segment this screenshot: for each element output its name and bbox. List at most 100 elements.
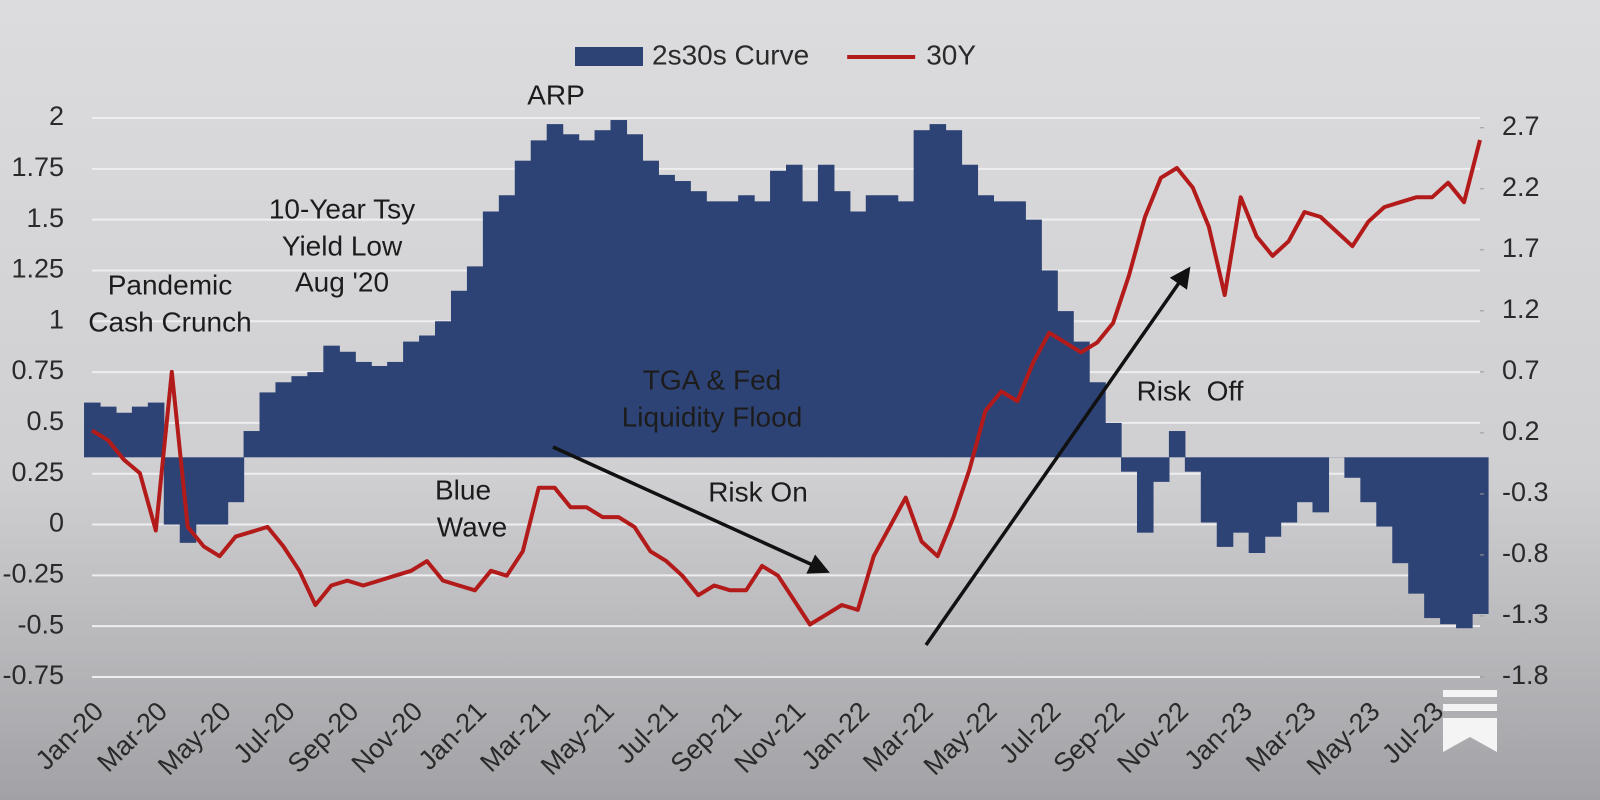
y-tick-label: -0.75 [2, 660, 64, 690]
y2-tick-label: 1.2 [1502, 294, 1540, 324]
bar [466, 266, 484, 458]
bar [1009, 201, 1026, 458]
bar [339, 351, 356, 458]
annotation: 10-Year Tsy [269, 193, 415, 224]
bar [1025, 219, 1042, 458]
annotation: Risk Off [1137, 375, 1244, 406]
annotation: Risk On [708, 476, 808, 507]
bar [1152, 457, 1170, 482]
bar [1248, 457, 1266, 554]
bar [243, 431, 261, 458]
bar [323, 345, 340, 458]
y2-tick-label: -1.3 [1502, 599, 1549, 629]
annotation: Cash Crunch [88, 306, 251, 337]
bar [1200, 457, 1218, 523]
bar [642, 160, 659, 458]
bar [961, 164, 979, 458]
bar [387, 361, 404, 458]
bar [355, 361, 372, 458]
y2-tick-label: -0.3 [1502, 477, 1549, 507]
bar [690, 191, 707, 458]
y-tick-label: 0.75 [11, 355, 64, 385]
y2-tick-label: -0.8 [1502, 538, 1549, 568]
bar [754, 201, 771, 458]
bar [1232, 457, 1250, 533]
y2-tick-label: -1.8 [1502, 660, 1549, 690]
bar [993, 201, 1010, 458]
y2-tick-label: 2.2 [1502, 172, 1540, 202]
y-tick-label: -0.5 [17, 609, 64, 639]
y2-tick-label: 0.2 [1502, 416, 1540, 446]
bar [482, 211, 500, 458]
annotation: TGA & Fed [643, 364, 782, 395]
bar [291, 376, 308, 458]
bar [1105, 422, 1122, 458]
y-tick-label: 0 [49, 508, 64, 538]
bar [817, 164, 835, 458]
bar [84, 402, 101, 458]
bar [977, 195, 995, 458]
y-tick-label: 1 [49, 304, 64, 334]
bar [530, 140, 548, 458]
bar [786, 164, 803, 458]
bar [1264, 457, 1282, 537]
bar [1472, 457, 1489, 614]
bar [929, 124, 947, 458]
line [90, 139, 1482, 627]
bar [1136, 457, 1154, 533]
y-tick-label: 1.5 [26, 203, 64, 233]
annotation: Liquidity Flood [622, 401, 803, 432]
bar [881, 195, 899, 458]
bar [1392, 457, 1409, 564]
annotation: Yield Low [282, 230, 403, 261]
bar [211, 457, 229, 525]
bar [706, 201, 723, 458]
y-tick-label: -0.25 [2, 558, 64, 588]
y2-tick-label: 2.7 [1502, 111, 1540, 141]
bar [626, 134, 644, 458]
bar [1168, 431, 1186, 458]
legend-label: 30Y [926, 39, 976, 70]
y-tick-label: 0.5 [26, 406, 64, 436]
bar [594, 130, 612, 458]
y-tick-label: 0.25 [11, 457, 64, 487]
bar [419, 335, 436, 458]
bar [801, 201, 819, 458]
annotation: Blue [435, 474, 491, 505]
bar [514, 160, 532, 458]
bar [1073, 341, 1090, 458]
bar [722, 201, 739, 458]
bar [435, 321, 452, 458]
bar [275, 382, 293, 458]
bar [1376, 457, 1393, 527]
bar [1360, 457, 1377, 503]
legend-label: 2s30s Curve [652, 39, 809, 70]
bar [259, 392, 277, 458]
y-tick-label: 2 [49, 101, 64, 131]
bar [562, 134, 580, 458]
bar [1280, 457, 1298, 523]
annotation: Pandemic [108, 269, 233, 300]
annotation: Wave [437, 511, 508, 542]
bar [371, 365, 388, 458]
bar [865, 195, 883, 458]
bar [1089, 382, 1106, 458]
bar [147, 402, 165, 458]
bar [1456, 457, 1473, 629]
bar [1312, 457, 1330, 513]
bar [403, 341, 420, 458]
bar [1408, 457, 1425, 594]
bar [307, 372, 324, 458]
bar [913, 130, 931, 458]
bar [450, 290, 468, 458]
bar [674, 181, 691, 458]
bar [658, 174, 675, 458]
logo [1443, 690, 1497, 752]
bar [738, 195, 755, 458]
annotation: Aug '20 [295, 266, 389, 297]
annotation: ARP [527, 79, 585, 110]
arrow [552, 445, 830, 574]
bar [1424, 457, 1441, 619]
bar [897, 201, 915, 458]
